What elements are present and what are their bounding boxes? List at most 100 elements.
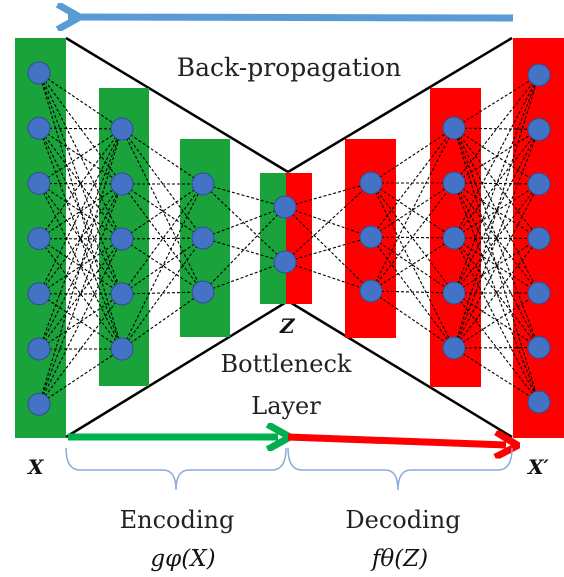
connection-edge — [453, 74, 540, 349]
connection-edge — [370, 290, 455, 349]
latent-variable-label: Z — [279, 314, 296, 338]
backprop-arrow — [68, 17, 514, 18]
connection-edge — [453, 237, 540, 348]
encoder-hidden-1-node — [110, 172, 134, 196]
encoder-hidden-1-node — [110, 282, 134, 306]
connections — [38, 72, 540, 405]
input-node — [27, 392, 51, 416]
output-node — [527, 390, 551, 414]
connection-edge — [38, 238, 123, 405]
connection-edge — [38, 183, 123, 240]
encoder-hidden-2-node — [191, 226, 215, 250]
connection-edge — [38, 293, 123, 405]
connection-edge — [370, 290, 455, 294]
connection-edge — [38, 128, 123, 405]
decoder-function-label: fθ(Z) — [370, 546, 428, 572]
input-variable-label: X — [26, 455, 45, 479]
connection-edge — [202, 183, 286, 208]
output-node — [527, 281, 551, 305]
output-node — [527, 336, 551, 359]
layer-label: Layer — [251, 392, 321, 420]
output-node — [527, 227, 551, 250]
connection-edge — [453, 74, 540, 129]
connection-edge — [370, 182, 455, 294]
encoding-label: Encoding — [120, 506, 235, 534]
connection-edge — [370, 182, 455, 238]
decoding-label: Decoding — [345, 506, 460, 534]
connection-edge — [284, 182, 372, 263]
connection-edge — [38, 127, 123, 185]
decoder-hidden-1-node — [359, 225, 383, 249]
connection-edge — [38, 238, 123, 350]
connection-edge — [370, 236, 455, 294]
connection-edge — [121, 237, 204, 350]
connection-edge — [38, 238, 123, 295]
input-node — [27, 282, 51, 306]
neuron-nodes — [27, 61, 551, 416]
hourglass-outline — [65, 36, 513, 439]
output-variable-label: X′ — [526, 455, 550, 479]
connection-edge — [121, 128, 204, 293]
connection-edge — [284, 261, 372, 292]
decoder-hidden-2-node — [442, 226, 466, 250]
connection-edge — [453, 292, 540, 403]
connection-edge — [38, 183, 123, 295]
encoding-brace — [65, 447, 287, 491]
connection-edge — [370, 236, 455, 349]
output-node — [527, 172, 551, 196]
connection-edge — [121, 237, 204, 295]
connection-edge — [121, 183, 204, 240]
encoder-hidden-2-node — [191, 172, 215, 196]
connection-edge — [38, 238, 123, 295]
input-node — [27, 171, 51, 195]
connection-edge — [38, 293, 123, 350]
decoder-hidden-2-node — [442, 171, 466, 195]
encoder-function-label: gφ(X) — [150, 546, 215, 572]
connection-edge — [453, 183, 540, 294]
connection-edge — [370, 127, 455, 184]
connection-edge — [370, 182, 455, 239]
bottleneck-node — [273, 195, 297, 219]
connection-edge — [38, 182, 123, 185]
encoder-hidden-1-node — [110, 117, 134, 141]
connection-edge — [38, 238, 123, 350]
connection-edge — [38, 128, 123, 184]
bottleneck-node — [273, 250, 297, 274]
input-node — [27, 116, 51, 140]
connection-edge — [38, 183, 123, 405]
connection-edge — [121, 291, 204, 295]
connection-edge — [284, 206, 372, 292]
connection-edge — [38, 127, 123, 130]
connection-edge — [370, 127, 455, 292]
decoder-hidden-2-node — [442, 281, 466, 305]
connection-edge — [370, 237, 455, 292]
connection-edge — [38, 182, 123, 240]
bottleneck-label: Bottleneck — [221, 350, 352, 378]
output-node — [527, 118, 551, 141]
connection-edge — [453, 129, 540, 294]
connection-edge — [38, 348, 123, 405]
connection-edge — [38, 72, 123, 130]
bottleneck-encoder-half — [260, 173, 286, 304]
connection-edge — [38, 72, 123, 350]
connection-edge — [284, 206, 372, 238]
decoding-brace — [287, 447, 513, 491]
connection-edge — [453, 129, 540, 349]
encoder-hidden-2-node — [191, 280, 215, 304]
connection-edge — [38, 128, 123, 295]
connection-edge — [453, 292, 540, 349]
connection-edge — [121, 183, 204, 239]
connection-edge — [453, 183, 540, 349]
bottleneck-decoder-half — [286, 173, 312, 304]
input-node — [27, 61, 51, 85]
connection-edge — [202, 237, 286, 263]
connection-edge — [453, 127, 540, 131]
output-node — [527, 63, 551, 87]
connection-edge — [38, 72, 123, 240]
connection-edge — [121, 238, 204, 293]
connection-edge — [38, 293, 123, 350]
connection-edge — [453, 182, 540, 294]
decoder-hidden-1-node — [359, 171, 383, 195]
input-node — [27, 227, 51, 251]
connection-edge — [453, 74, 540, 239]
